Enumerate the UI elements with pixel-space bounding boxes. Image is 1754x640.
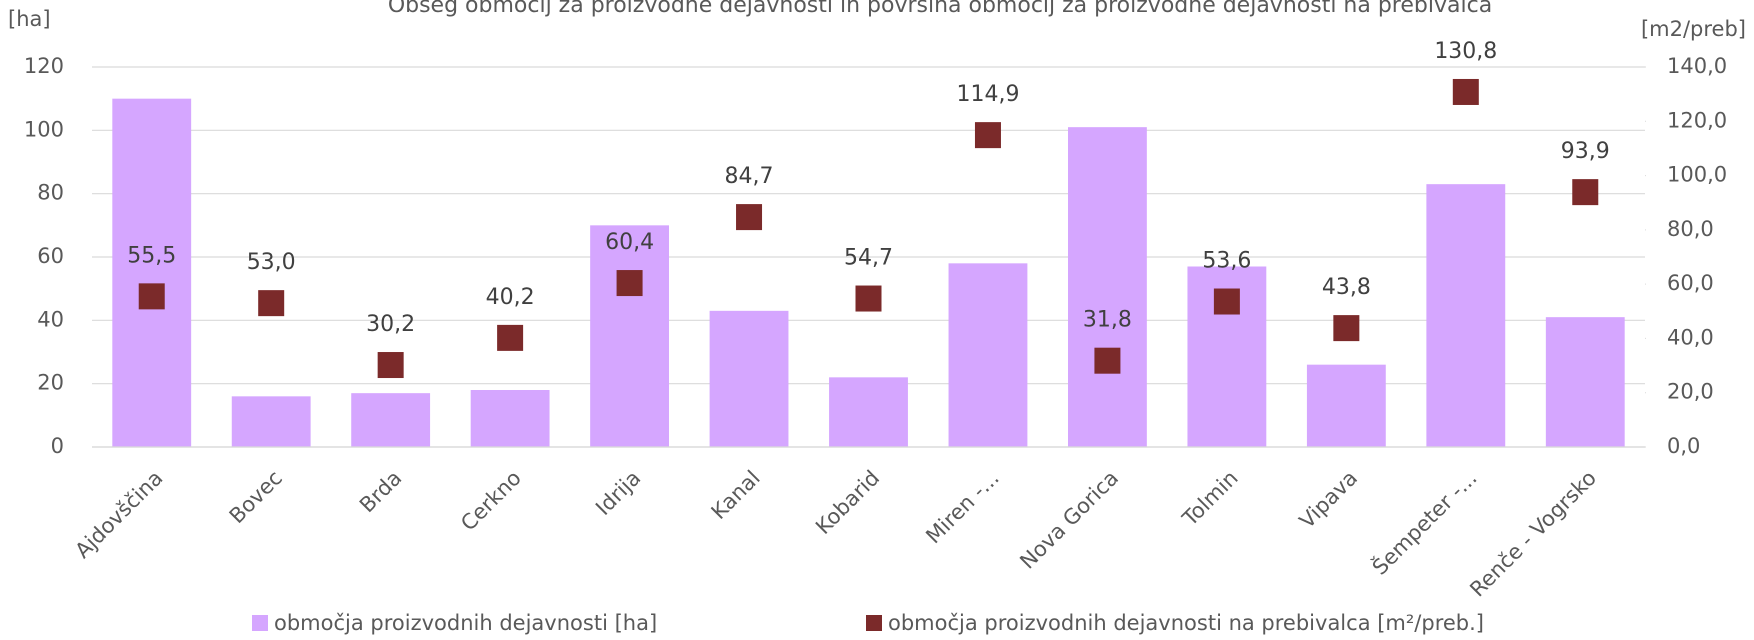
marker [1452, 78, 1479, 105]
data-label: 53,6 [1202, 249, 1251, 274]
data-label: 53,0 [247, 250, 296, 275]
bar [590, 225, 669, 447]
data-label: 40,2 [486, 285, 535, 310]
y-tick-label: 60 [37, 244, 64, 268]
y-tick-label: 100 [24, 117, 64, 141]
data-label: 60,4 [605, 230, 654, 255]
y-tick-label: 20 [37, 371, 64, 395]
y-tick-label: 120 [24, 54, 64, 78]
data-label: 114,9 [956, 82, 1019, 107]
data-label: 30,2 [366, 312, 415, 337]
bar [1426, 184, 1506, 447]
x-tick-label: Tolmin [1177, 466, 1242, 531]
x-tick-label: Vipava [1295, 466, 1362, 533]
y-tick-label: 80 [37, 181, 64, 205]
data-label: 130,8 [1434, 39, 1497, 64]
y2-tick-label: 120,0 [1667, 108, 1727, 132]
x-tick-label: Kobarid [811, 466, 884, 539]
marker [616, 270, 643, 297]
data-label: 31,8 [1083, 308, 1132, 333]
x-tick-label: Renče - Vogrsko [1465, 466, 1601, 602]
x-tick-label: Ajdovščina [70, 466, 167, 563]
x-tick-label: Kanal [707, 466, 765, 524]
y2-tick-label: 80,0 [1667, 217, 1714, 241]
marker [974, 122, 1001, 149]
marker [258, 290, 285, 317]
y2-tick-label: 60,0 [1667, 271, 1714, 295]
x-tick-label: Nova Gorica [1015, 466, 1123, 574]
data-label: 43,8 [1322, 275, 1371, 300]
y2-tick-label: 140,0 [1667, 54, 1727, 78]
data-label: 55,5 [127, 243, 176, 268]
marker [1333, 315, 1360, 342]
data-label: 93,9 [1561, 139, 1610, 164]
marker [138, 283, 165, 310]
chart-title: Obseg območij za proizvodne dejavnosti i… [388, 0, 1492, 18]
bar [709, 310, 789, 447]
x-tick-label: Šempeter -... [1367, 465, 1482, 580]
y-tick-label: 40 [37, 307, 64, 331]
y2-axis-label: [m2/preb] [1641, 17, 1746, 41]
x-tick-label: Cerkno [456, 466, 526, 536]
marker [1213, 288, 1240, 315]
legend-swatch [866, 615, 882, 631]
y-axis-label: [ha] [8, 7, 51, 31]
marker [855, 285, 882, 312]
x-tick-label: Idrija [591, 466, 645, 520]
bar [948, 263, 1028, 447]
bar [1545, 317, 1625, 447]
x-tick-label: Bovec [225, 466, 287, 528]
y2-tick-label: 0,0 [1667, 434, 1700, 458]
bar [112, 98, 192, 448]
y2-tick-label: 100,0 [1667, 163, 1727, 187]
bar [231, 396, 311, 447]
marker [497, 324, 524, 351]
bar [351, 393, 431, 447]
x-tick-label: Miren -... [921, 466, 1003, 548]
bar [1306, 364, 1386, 447]
marker [1572, 179, 1599, 206]
data-label: 54,7 [844, 246, 893, 271]
y2-tick-label: 40,0 [1667, 325, 1714, 349]
marker [736, 204, 763, 231]
x-tick-label: Brda [355, 466, 407, 518]
bar [1068, 127, 1147, 448]
legend-label: območja proizvodnih dejavnosti [ha] [274, 611, 657, 635]
bar [470, 390, 550, 447]
y2-tick-label: 20,0 [1667, 380, 1714, 404]
legend-label: območja proizvodnih dejavnosti na prebiv… [888, 611, 1484, 635]
marker [377, 352, 404, 379]
data-label: 84,7 [725, 164, 774, 189]
bar [829, 377, 908, 447]
marker [1094, 347, 1121, 374]
legend-swatch [252, 615, 268, 631]
y-tick-label: 0 [51, 434, 64, 458]
